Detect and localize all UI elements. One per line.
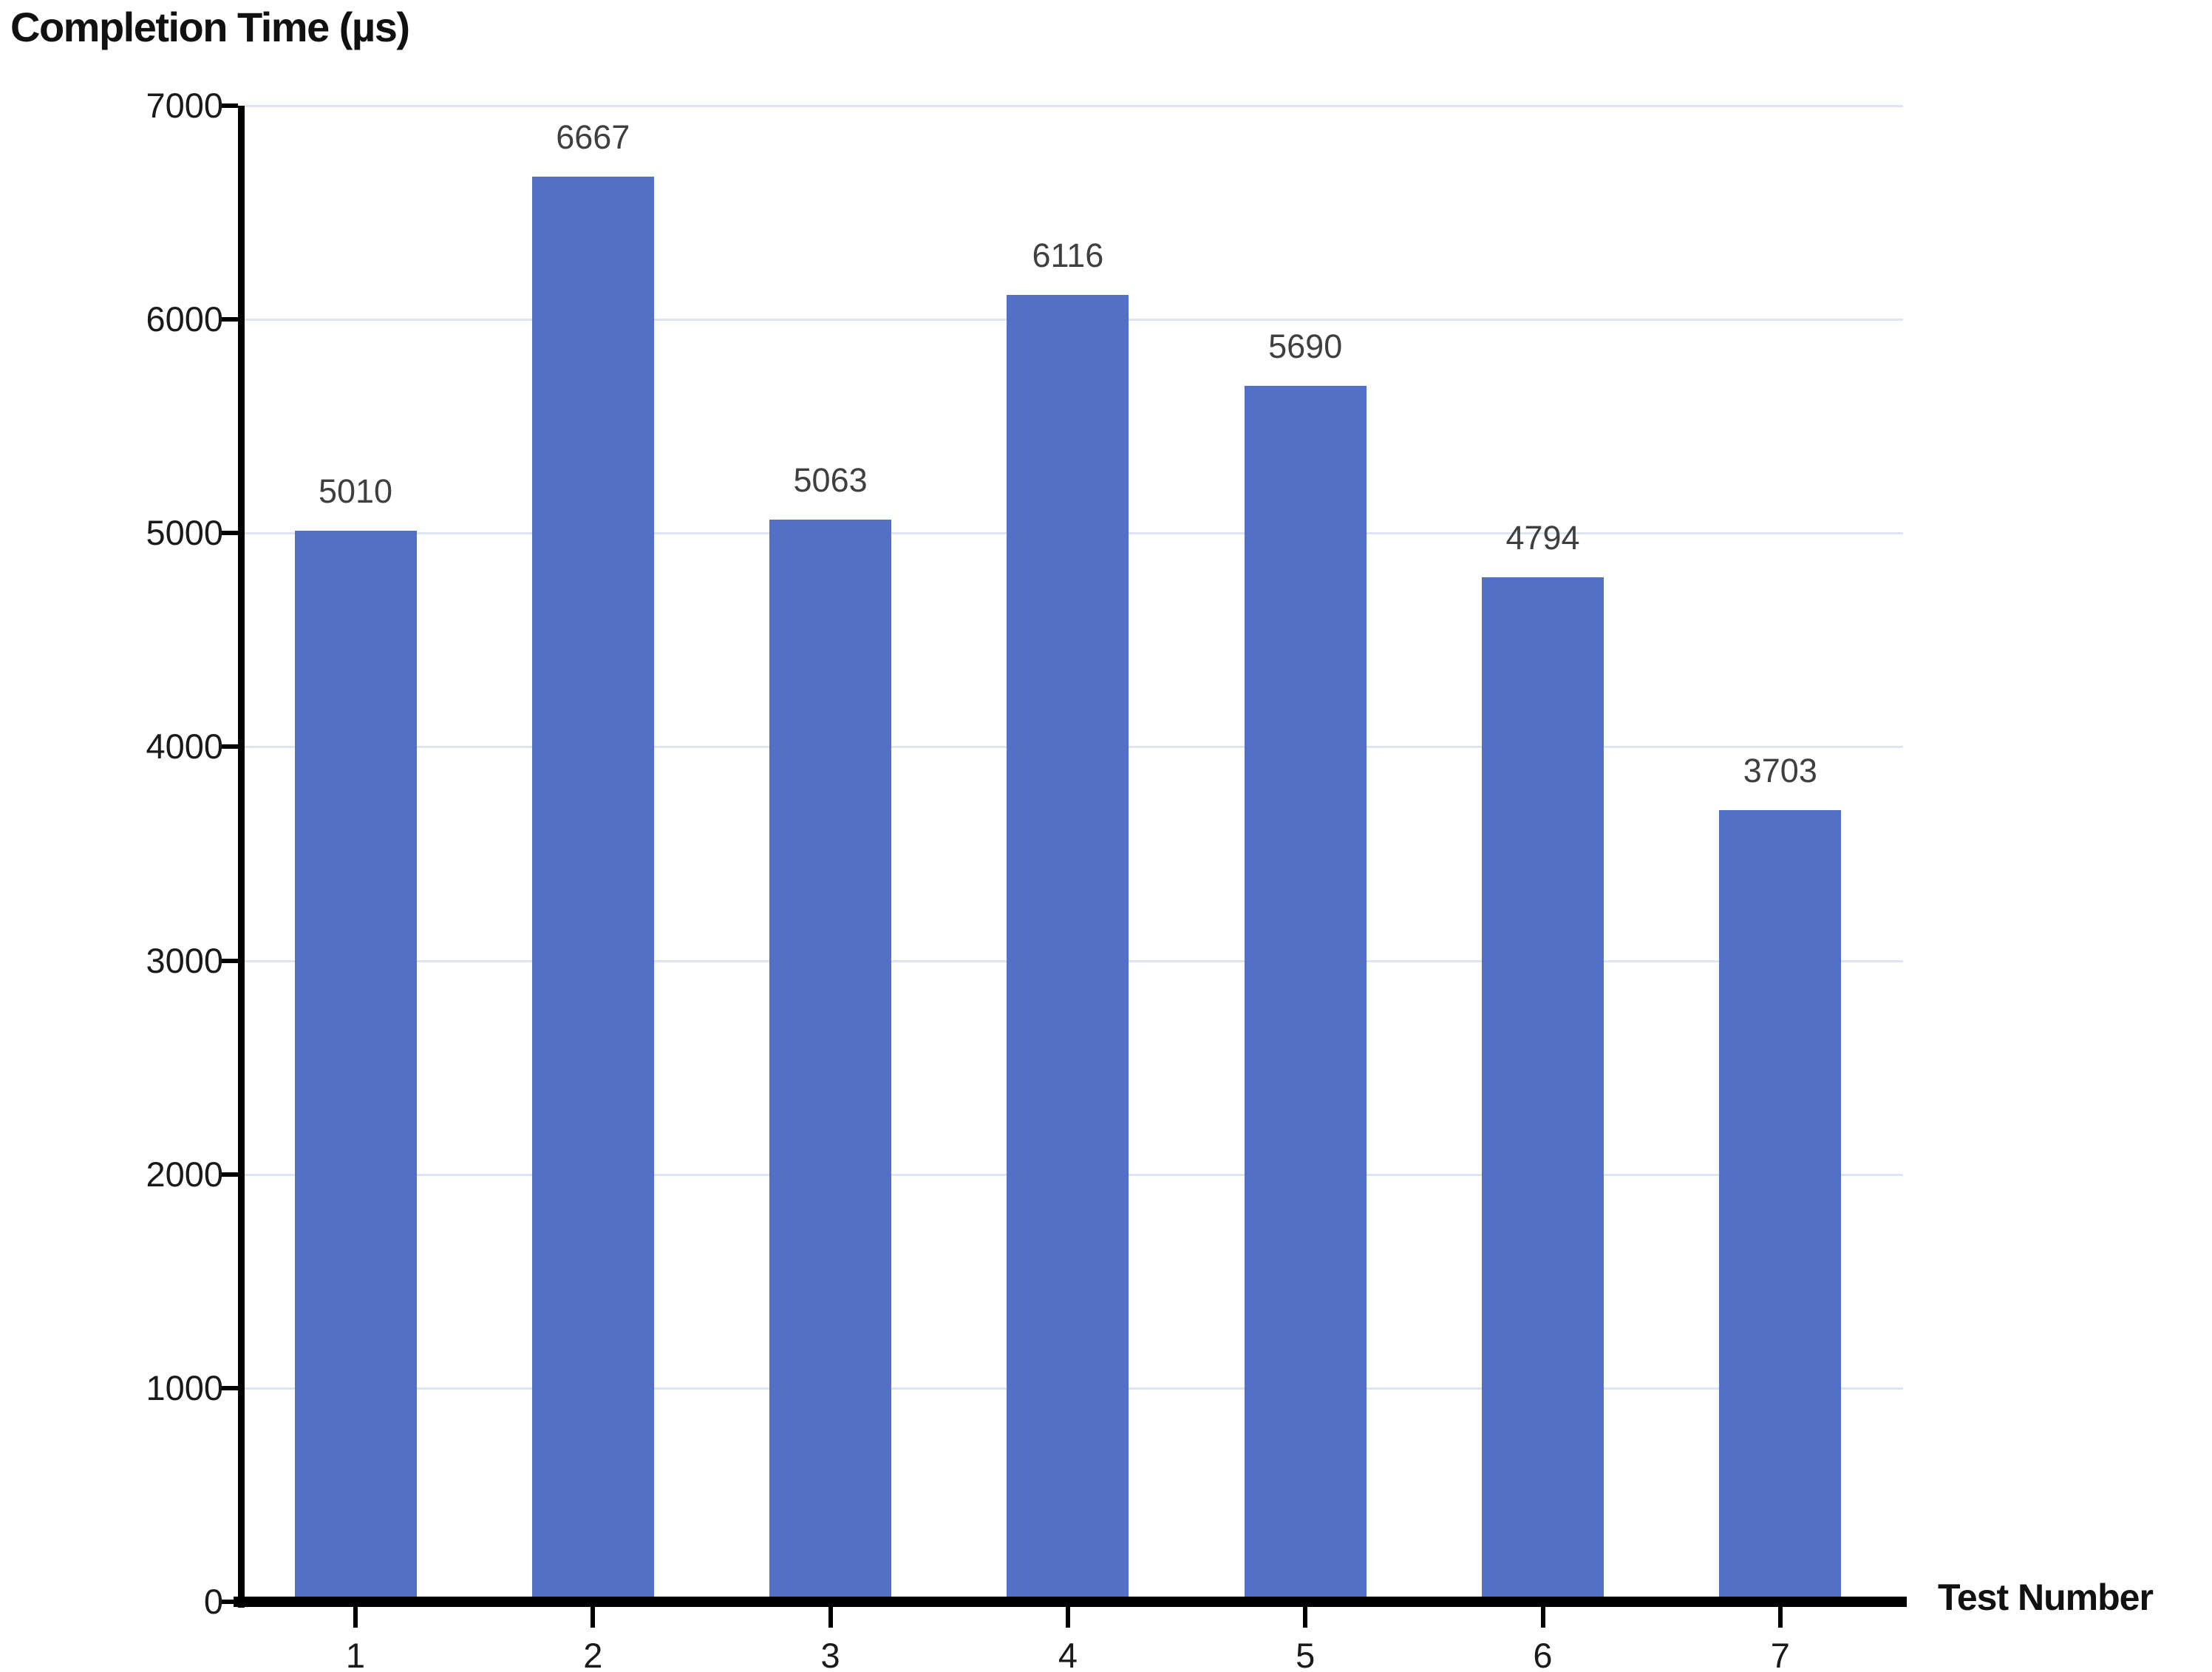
x-tick [828,1607,833,1628]
x-tick [1777,1607,1783,1628]
bar [1244,385,1367,1602]
x-tick-label: 6 [1533,1636,1553,1672]
x-tick-label: 3 [820,1636,840,1672]
x-tick-label: 4 [1058,1636,1078,1672]
bar-value-label: 5063 [793,461,868,500]
y-tick-label: 7000 [146,86,223,125]
x-axis-line [234,1597,1907,1607]
bar [1719,810,1842,1602]
x-axis-title: Test Number [1938,1577,2154,1618]
y-tick [220,531,238,536]
x-tick [353,1607,358,1628]
x-tick [1065,1607,1070,1628]
bar-value-label: 5010 [318,472,393,511]
bar [294,531,417,1602]
x-tick-label: 1 [345,1636,366,1672]
y-tick [220,103,238,108]
y-tick [220,1385,238,1390]
y-tick-label: 3000 [146,940,223,980]
bar [1482,577,1604,1602]
y-tick-label: 0 [203,1582,223,1621]
x-tick-label: 7 [1770,1636,1790,1672]
x-tick [1540,1607,1545,1628]
y-tick [220,744,238,750]
y-axis-line [238,106,245,1608]
y-tick-label: 1000 [146,1367,223,1407]
x-tick-label: 5 [1296,1636,1316,1672]
bar [531,177,654,1602]
x-tick [591,1607,596,1628]
chart-title: Completion Time (µs) [10,4,410,50]
bar-value-label: 6667 [556,118,630,157]
y-tick [220,317,238,322]
bar-value-label: 4794 [1505,518,1580,557]
bar [769,520,892,1602]
x-tick [1303,1607,1308,1628]
y-tick [220,1600,238,1604]
y-tick-label: 5000 [146,513,223,553]
y-tick-label: 4000 [146,727,223,767]
bar [1007,294,1129,1602]
bar-value-label: 6116 [1032,236,1104,274]
bar-value-label: 5690 [1268,327,1343,365]
x-tick-label: 2 [583,1636,603,1672]
y-tick [220,1172,238,1177]
y-tick [220,958,238,963]
y-tick-label: 2000 [146,1154,223,1194]
bar-value-label: 3703 [1743,752,1817,790]
y-tick-label: 6000 [146,299,223,339]
gridline [244,105,1903,107]
